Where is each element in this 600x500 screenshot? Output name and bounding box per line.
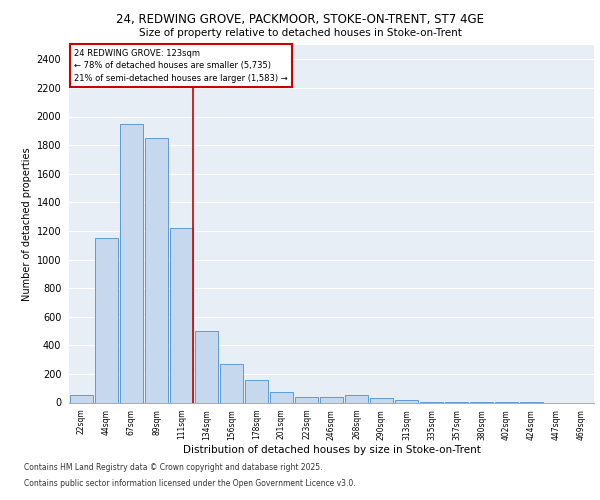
Bar [395, 400, 418, 402]
Bar [120, 124, 143, 402]
Text: 24, REDWING GROVE, PACKMOOR, STOKE-ON-TRENT, ST7 4GE: 24, REDWING GROVE, PACKMOOR, STOKE-ON-TR… [116, 12, 484, 26]
Bar [195, 331, 218, 402]
Text: Contains HM Land Registry data © Crown copyright and database right 2025.: Contains HM Land Registry data © Crown c… [24, 464, 323, 472]
Bar [145, 138, 168, 402]
Bar [270, 392, 293, 402]
Bar [295, 397, 318, 402]
Bar [95, 238, 118, 402]
Bar [220, 364, 243, 403]
Bar [70, 396, 93, 402]
Text: 24 REDWING GROVE: 123sqm
← 78% of detached houses are smaller (5,735)
21% of sem: 24 REDWING GROVE: 123sqm ← 78% of detach… [74, 48, 288, 82]
Y-axis label: Number of detached properties: Number of detached properties [22, 147, 32, 300]
Text: Size of property relative to detached houses in Stoke-on-Trent: Size of property relative to detached ho… [139, 28, 461, 38]
Bar [320, 397, 343, 402]
Bar [370, 398, 393, 402]
Bar [170, 228, 193, 402]
Text: Contains public sector information licensed under the Open Government Licence v3: Contains public sector information licen… [24, 478, 356, 488]
Bar [245, 380, 268, 402]
X-axis label: Distribution of detached houses by size in Stoke-on-Trent: Distribution of detached houses by size … [182, 445, 481, 455]
Bar [345, 394, 368, 402]
